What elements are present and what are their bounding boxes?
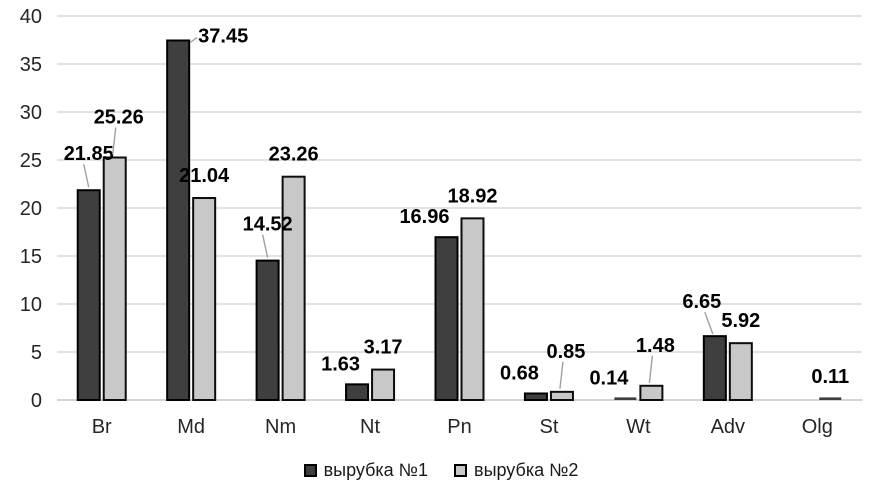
value-label: 0.85 [546,341,585,363]
x-category-label: Adv [711,416,745,438]
value-label: 0.14 [589,368,629,390]
y-tick-label: 15 [20,246,42,268]
x-category-label: Wt [626,416,651,438]
bar-wt-series1 [614,397,637,400]
bar-nt-series2 [371,368,396,401]
legend-item-series2: вырубка №2 [454,460,578,481]
y-tick-label: 25 [20,150,42,172]
bar-md-series2 [192,197,217,401]
bar-pn-series1 [434,236,459,401]
bar-olg-series2 [819,397,842,400]
x-category-label: Pn [447,416,471,438]
value-label: 16.96 [399,206,449,228]
chart-canvas: 0 5 10 15 20 25 30 35 40 Br Md Nm Nt Pn St Wt Adv Olg 21.8… [20,6,862,438]
bar-nt-series1 [345,383,370,401]
bar-wt-series2 [639,384,664,401]
bar-st-series2 [549,390,574,401]
x-category-label: Nt [360,416,380,438]
x-category-label: Olg [802,416,833,438]
label-leader-line [261,234,269,258]
bar-nm-series2 [281,175,306,401]
value-label: 5.92 [721,310,760,332]
bar-br-series1 [76,189,101,401]
legend-item-series1: вырубка №1 [303,459,428,481]
y-tick-label: 40 [20,6,42,28]
value-label: 1.63 [321,353,360,375]
value-label: 25.26 [94,107,144,129]
value-label: 37.45 [198,25,248,47]
value-label: 6.65 [682,291,721,313]
legend-label-series2: вырубка №2 [474,459,579,480]
value-label: 21.85 [64,143,114,165]
bar-adv-series1 [702,335,727,402]
label-leader-line [112,127,117,155]
series2-swatch-icon [454,463,467,477]
y-tick-label: 10 [20,294,42,316]
bar-br-series2 [102,156,127,401]
y-tick-label: 20 [20,198,42,220]
y-tick-label: 35 [20,54,42,76]
y-tick-label: 0 [31,390,42,412]
value-label: 1.48 [636,335,675,357]
x-category-label: St [539,416,558,438]
bar-nm-series1 [255,259,280,401]
x-category-label: Br [92,416,112,438]
bar-pn-series2 [460,217,485,401]
label-leader-line [648,355,654,383]
label-leader-line [83,164,90,188]
y-tick-label: 30 [20,102,42,124]
y-tick-label: 5 [31,342,42,364]
x-category-label: Md [177,416,205,438]
label-leader-line [559,361,564,389]
chart-legend: вырубка №1 вырубка №2 [0,455,882,485]
x-category-label: Nm [265,416,296,438]
value-label: 23.26 [269,144,319,166]
value-label: 0.68 [500,362,539,384]
value-label: 3.17 [364,337,403,359]
value-label: 14.52 [243,214,293,236]
value-label: 21.04 [179,165,230,187]
value-label: 18.92 [447,185,497,207]
series1-swatch-icon [303,463,317,477]
bar-st-series1 [523,392,548,401]
value-label: 0.11 [811,366,849,388]
label-leader-line [704,311,714,335]
label-leader-line [189,36,198,44]
legend-label-series1: вырубка №1 [323,459,428,480]
bar-adv-series2 [728,342,753,401]
bar-md-series1 [166,39,191,401]
